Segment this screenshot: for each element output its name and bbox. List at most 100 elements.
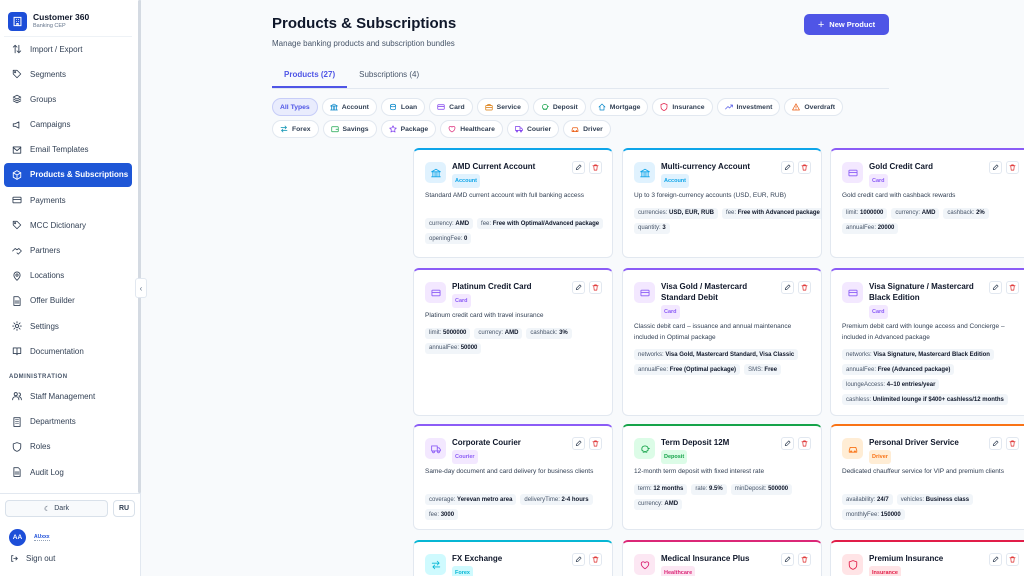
product-card[interactable]: Visa Gold / Mastercard Standard Debit Car…: [622, 268, 822, 416]
product-card[interactable]: Gold Credit Card Card Gold credit card wit…: [830, 148, 1024, 258]
edit-button[interactable]: [572, 281, 585, 294]
edit-button[interactable]: [781, 553, 794, 566]
sign-out-button[interactable]: Sign out: [10, 554, 55, 563]
filter-chip-overdraft[interactable]: Overdraft: [784, 98, 843, 116]
delete-button[interactable]: [798, 281, 811, 294]
dark-mode-button[interactable]: ☾ Dark: [5, 500, 108, 517]
new-product-button[interactable]: + New Product: [804, 14, 889, 35]
delete-button[interactable]: [589, 161, 602, 174]
attribute-tag: annualFee: Free (Advanced package): [842, 364, 955, 375]
filter-chip-insurance[interactable]: Insurance: [652, 98, 713, 116]
attribute-key: fee:: [726, 210, 737, 216]
product-type-badge-icon: [634, 162, 655, 183]
credit-card-icon: [848, 289, 857, 296]
edit-button[interactable]: [572, 553, 585, 566]
filter-chip-deposit[interactable]: Deposit: [532, 98, 586, 116]
attribute-value: 4–10 entries/year: [886, 381, 936, 388]
product-card[interactable]: Platinum Credit Card Card Platinum credit …: [413, 268, 613, 416]
delete-button[interactable]: [589, 553, 602, 566]
product-card[interactable]: Personal Driver Service Driver Dedicated c…: [830, 424, 1024, 530]
filter-chip-all-types[interactable]: All Types: [272, 98, 318, 116]
sidebar-item-partners[interactable]: Partners: [4, 239, 132, 263]
edit-button[interactable]: [989, 281, 1002, 294]
filter-chip-investment[interactable]: Investment: [716, 98, 781, 116]
edit-button[interactable]: [572, 161, 585, 174]
sidebar-item-staff-management[interactable]: Staff Management: [4, 384, 132, 408]
product-card[interactable]: Multi-currency Account Account Up to 3 for…: [622, 148, 822, 258]
sidebar-item-campaigns[interactable]: Campaigns: [4, 113, 132, 137]
filter-chip-service[interactable]: Service: [476, 98, 529, 116]
edit-button[interactable]: [781, 161, 794, 174]
filter-chip-driver[interactable]: Driver: [563, 120, 611, 138]
tab-subscriptions[interactable]: Subscriptions (4): [359, 70, 420, 79]
delete-button[interactable]: [589, 437, 602, 450]
language-button[interactable]: RU: [113, 500, 135, 517]
product-card[interactable]: FX Exchange Forex: [413, 540, 613, 576]
sidebar-item-import-export[interactable]: Import / Export: [4, 37, 132, 61]
attribute-key: term:: [638, 486, 652, 492]
edit-button[interactable]: [989, 553, 1002, 566]
sidebar-item-documentation[interactable]: Documentation: [4, 339, 132, 363]
user-profile[interactable]: AA AUxxx: [9, 529, 50, 546]
sidebar-item-groups[interactable]: Groups: [4, 87, 132, 111]
edit-button[interactable]: [781, 281, 794, 294]
sidebar-item-roles[interactable]: Roles: [4, 435, 132, 459]
product-card[interactable]: Term Deposit 12M Deposit 12-month term dep…: [622, 424, 822, 530]
delete-button[interactable]: [1006, 161, 1019, 174]
filter-chip-account[interactable]: Account: [321, 98, 377, 116]
sidebar-item-email-templates[interactable]: Email Templates: [4, 138, 132, 162]
bank-icon: [639, 168, 650, 177]
attribute-value: 150000: [880, 511, 901, 518]
edit-button[interactable]: [989, 437, 1002, 450]
tab-products[interactable]: Products (27): [272, 62, 348, 88]
collapse-sidebar-button[interactable]: ‹: [135, 278, 147, 298]
attribute-tag: SMS: Free: [744, 364, 782, 375]
sidebar-item-audit-log[interactable]: Audit Log: [4, 460, 132, 484]
shield-icon: [661, 103, 668, 111]
filter-chip-courier[interactable]: Courier: [506, 120, 560, 138]
product-card[interactable]: Visa Signature / Mastercard Black Editio…: [830, 268, 1024, 416]
filter-chip-savings[interactable]: Savings: [322, 120, 377, 138]
delete-button[interactable]: [1006, 437, 1019, 450]
home-icon: [598, 103, 606, 111]
edit-button[interactable]: [781, 437, 794, 450]
sidebar-item-products-subscriptions[interactable]: Products & Subscriptions: [4, 162, 132, 187]
delete-button[interactable]: [589, 281, 602, 294]
product-card[interactable]: Medical Insurance Plus Healthcare: [622, 540, 822, 576]
avatar: AA: [9, 529, 26, 546]
filter-chip-card[interactable]: Card: [429, 98, 473, 116]
product-card[interactable]: Premium Insurance Insurance: [830, 540, 1024, 576]
product-name: Personal Driver Service: [869, 438, 959, 447]
filter-chip-package[interactable]: Package: [380, 120, 437, 138]
edit-button[interactable]: [989, 161, 1002, 174]
sidebar-scrollbar[interactable]: [138, 0, 141, 493]
attribute-tag: currency: AMD: [474, 327, 523, 339]
sidebar-item-locations[interactable]: Locations: [4, 264, 132, 288]
pencil-icon: [575, 556, 582, 563]
delete-button[interactable]: [1006, 281, 1019, 294]
sidebar-item-departments[interactable]: Departments: [4, 410, 132, 434]
filter-chip-loan[interactable]: Loan: [380, 98, 426, 116]
trash-icon: [592, 164, 599, 171]
product-card[interactable]: AMD Current Account Account Standard AMD c…: [413, 148, 613, 258]
delete-button[interactable]: [1006, 553, 1019, 566]
sidebar-item-settings[interactable]: Settings: [4, 314, 132, 338]
filter-chip-healthcare[interactable]: Healthcare: [440, 120, 503, 138]
filter-chip-forex[interactable]: Forex: [272, 120, 319, 138]
filter-chip-mortgage[interactable]: Mortgage: [589, 98, 649, 116]
product-attributes: coverage: Yerevan metro area deliveryTime…: [425, 494, 612, 520]
product-name-block: AMD Current Account Account: [452, 161, 562, 188]
product-card[interactable]: Corporate Courier Courier Same-day documen…: [413, 424, 613, 530]
delete-button[interactable]: [798, 553, 811, 566]
product-name: Term Deposit 12M: [661, 438, 730, 447]
delete-button[interactable]: [798, 161, 811, 174]
sidebar-item-mcc-dictionary[interactable]: MCC Dictionary: [4, 213, 132, 237]
edit-button[interactable]: [572, 437, 585, 450]
product-attributes: networks: Visa Signature, Mastercard Bla…: [842, 349, 1024, 405]
brand[interactable]: Customer 360 Banking CEP: [0, 0, 140, 34]
delete-button[interactable]: [798, 437, 811, 450]
sidebar-item-offer-builder[interactable]: Offer Builder: [4, 289, 132, 313]
attribute-value: Visa Gold, Mastercard Standard, Visa Cla…: [665, 351, 795, 358]
sidebar-item-segments[interactable]: Segments: [4, 62, 132, 86]
sidebar-item-payments[interactable]: Payments: [4, 188, 132, 212]
